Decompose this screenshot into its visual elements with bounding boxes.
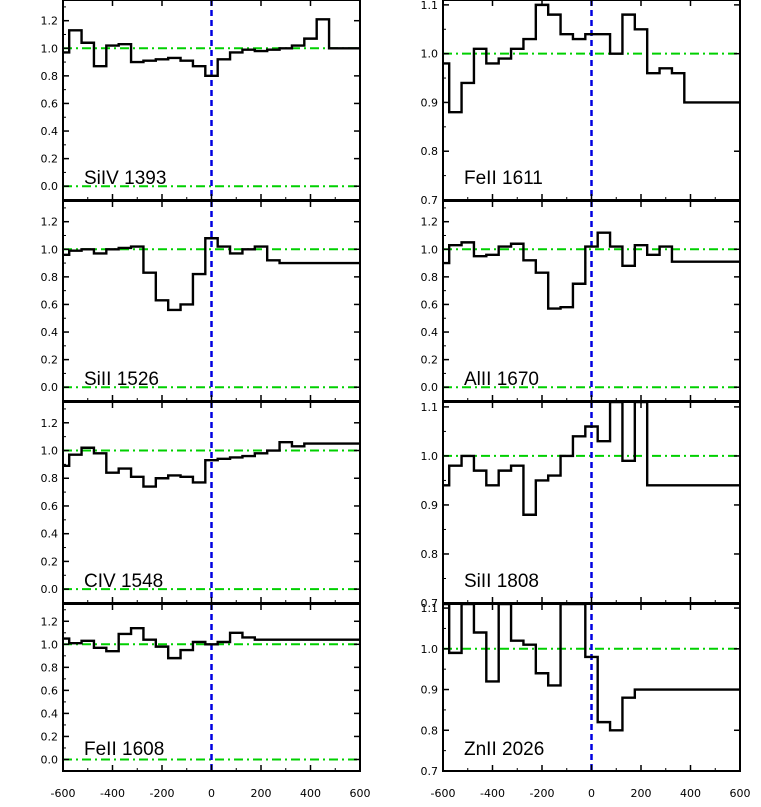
y-tick-label: 0.7	[421, 765, 439, 778]
x-tick-label: 600	[350, 787, 371, 800]
flux-histogram	[443, 3, 740, 114]
y-tick-label: 1.0	[421, 48, 439, 61]
flux-histogram	[443, 231, 740, 310]
panel-feii-1611: 0.7 0.8 0.9 1.0 1.1 FeII 1611	[421, 0, 741, 207]
x-tick-label: 0	[208, 787, 215, 800]
x-tick-label: 0	[588, 787, 595, 800]
panel-civ-1548: 0.0 0.2 0.4 0.6 0.8 1.0 1.2 CIV 1548	[41, 401, 361, 604]
panel-label: FeII 1611	[464, 168, 543, 189]
panel-label: ZnII 2026	[464, 739, 544, 760]
y-tick-label: 0.4	[41, 125, 59, 138]
x-tick-label: -400	[480, 787, 505, 800]
panel-label: CIV 1548	[84, 571, 163, 592]
y-tick-label: 0.9	[421, 96, 439, 109]
x-tick-label: -400	[100, 787, 125, 800]
flux-histogram	[63, 441, 360, 488]
plot-area	[63, 0, 360, 200]
panel-label: SiIV 1393	[84, 168, 166, 189]
y-tick-label: 1.2	[41, 216, 59, 229]
y-tick-label: 0.8	[421, 145, 439, 158]
panel-alii-1670: 0.0 0.2 0.4 0.6 0.8 1.0 1.2 AlII 1670	[421, 200, 741, 402]
flux-histogram	[443, 402, 740, 516]
y-tick-label: 0.6	[421, 298, 439, 311]
flux-histogram	[443, 604, 740, 732]
y-tick-label: 0.9	[421, 684, 439, 697]
x-tick-label: -600	[51, 787, 76, 800]
plot-area	[443, 402, 740, 603]
y-tick-label: 0.6	[41, 500, 59, 513]
y-tick-label: 0.0	[421, 381, 439, 394]
y-tick-label: 0.4	[421, 326, 439, 339]
y-tick-label: 0.2	[421, 354, 439, 367]
x-tick-label: 400	[300, 787, 321, 800]
x-tick-label: 200	[251, 787, 272, 800]
y-tick-label: 0.6	[41, 298, 59, 311]
y-tick-label: 1.1	[421, 602, 439, 615]
y-tick-label: 0.4	[41, 528, 59, 541]
y-tick-label: 0.2	[41, 153, 59, 166]
y-tick-label: 0.8	[421, 724, 439, 737]
panel-znii-2026: 0.7 0.8 0.9 1.0 1.1 -600 -400 -200 0 200 400 600 ZnI…	[421, 602, 751, 800]
plot-area	[63, 201, 360, 401]
plot-area	[443, 604, 740, 771]
y-tick-label: 0.6	[41, 684, 59, 697]
y-tick-label: 0.6	[41, 97, 59, 110]
panel-label: SiII 1526	[84, 369, 159, 390]
x-tick-label: -200	[150, 787, 175, 800]
plot-area	[63, 402, 360, 603]
y-tick-label: 1.0	[421, 643, 439, 656]
y-tick-label: 1.2	[41, 417, 59, 430]
y-tick-label: 1.0	[421, 450, 439, 463]
y-tick-label: 1.0	[421, 243, 439, 256]
y-tick-label: 0.8	[41, 271, 59, 284]
panel-feii-1608: 0.0 0.2 0.4 0.6 0.8 1.0 1.2 -600 -400 -200 0 200 400…	[41, 603, 371, 800]
y-tick-label: 0.8	[41, 70, 59, 83]
y-tick-label: 0.9	[421, 499, 439, 512]
y-tick-label: 0.8	[41, 661, 59, 674]
y-tick-label: 0.0	[41, 381, 59, 394]
y-tick-label: 0.8	[41, 472, 59, 485]
flux-histogram	[63, 18, 360, 78]
panel-siii-1808: 0.7 0.8 0.9 1.0 1.1 SiII 1808	[421, 401, 741, 610]
y-tick-label: 0.4	[41, 707, 59, 720]
y-tick-label: 0.0	[41, 583, 59, 596]
y-tick-label: 0.2	[41, 354, 59, 367]
y-tick-label: 1.2	[41, 615, 59, 628]
flux-histogram	[63, 626, 360, 660]
y-tick-label: 0.2	[41, 555, 59, 568]
panel-label: FeII 1608	[84, 739, 164, 760]
x-tick-label: 200	[631, 787, 652, 800]
y-tick-label: 1.1	[421, 401, 439, 414]
y-tick-label: 1.0	[41, 243, 59, 256]
plot-area	[443, 0, 740, 200]
y-tick-label: 1.0	[41, 638, 59, 651]
y-tick-label: 1.2	[421, 216, 439, 229]
y-tick-label: 0.0	[41, 753, 59, 766]
y-tick-label: 1.1	[421, 0, 439, 12]
plot-area	[63, 604, 360, 771]
x-tick-label: 600	[730, 787, 751, 800]
panel-siii-1526: 0.0 0.2 0.4 0.6 0.8 1.0 1.2 SiII 1526	[41, 200, 361, 402]
panel-label: AlII 1670	[464, 369, 539, 390]
panel-siiv-1393: 0.0 0.2 0.4 0.6 0.8 1.0 1.2 SiIV 1393	[41, 0, 361, 201]
x-tick-label: -200	[530, 787, 555, 800]
y-tick-label: 1.0	[41, 445, 59, 458]
flux-histogram	[63, 237, 360, 312]
plot-area	[443, 201, 740, 401]
y-tick-label: 0.0	[41, 180, 59, 193]
y-tick-label: 0.7	[421, 194, 439, 207]
x-tick-label: 400	[680, 787, 701, 800]
y-tick-label: 1.0	[41, 42, 59, 55]
y-tick-label: 1.2	[41, 15, 59, 28]
y-tick-label: 0.2	[41, 730, 59, 743]
y-tick-label: 0.4	[41, 326, 59, 339]
x-tick-label: -600	[431, 787, 456, 800]
panel-label: SiII 1808	[464, 571, 539, 592]
y-tick-label: 0.8	[421, 548, 439, 561]
y-tick-label: 0.8	[421, 271, 439, 284]
y-tick-label: 0.7	[421, 597, 439, 610]
